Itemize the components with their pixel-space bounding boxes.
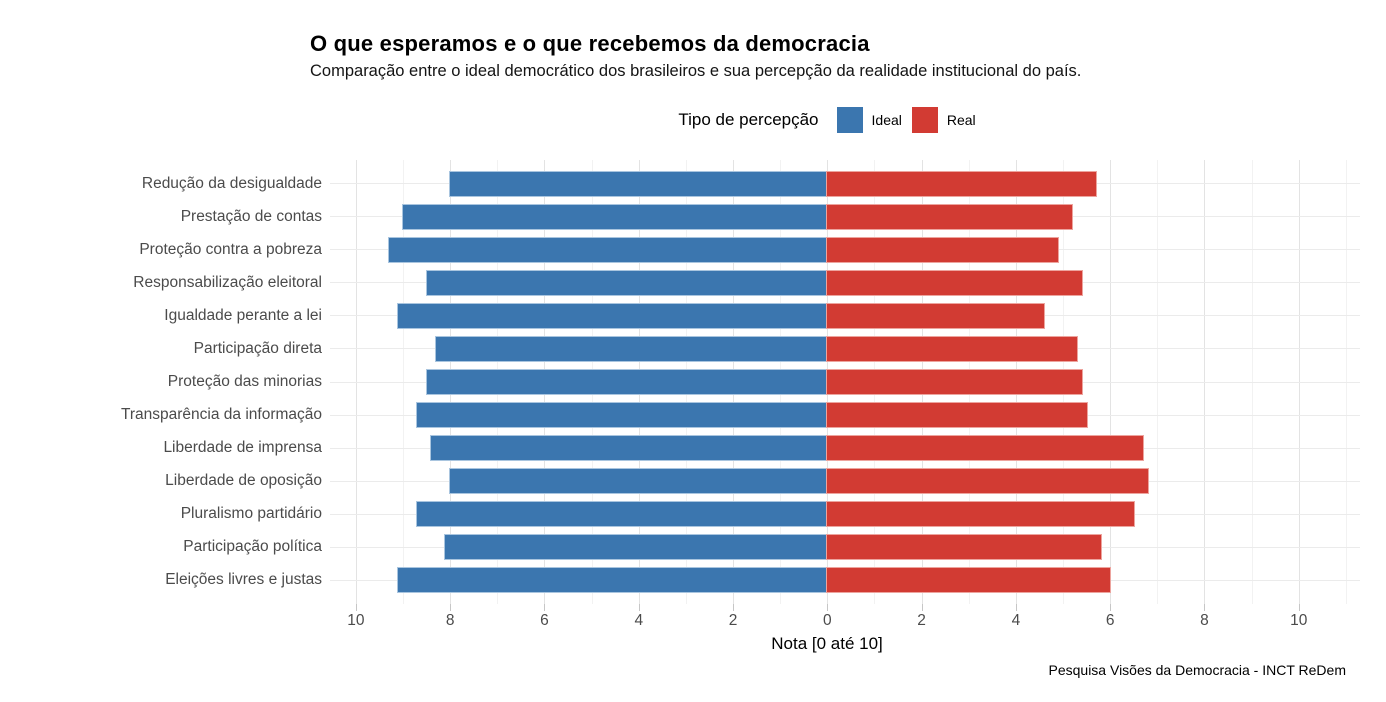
y-axis-label: Proteção das minorias <box>167 373 322 390</box>
plot-panel <box>330 160 1360 604</box>
bar-real <box>827 436 1144 461</box>
bar-ideal <box>450 469 828 494</box>
bar-ideal <box>388 237 828 262</box>
bar-real <box>827 336 1078 361</box>
x-tick-label: 0 <box>823 612 832 629</box>
x-tick-label: 2 <box>728 612 738 629</box>
x-tick <box>827 604 829 611</box>
bar-real <box>827 469 1148 494</box>
x-tick-label: 6 <box>1105 612 1115 629</box>
x-tick <box>638 604 640 611</box>
x-tick <box>733 604 735 611</box>
x-tick-label: 2 <box>917 612 926 629</box>
y-axis-label: Eleições livres e justas <box>165 571 322 589</box>
legend-item-real: Real <box>911 107 976 133</box>
x-tick-label: 6 <box>540 612 549 629</box>
y-axis-label: Prestação de contas <box>180 207 322 225</box>
bar-ideal <box>431 436 828 461</box>
bar-ideal <box>398 303 828 328</box>
bar-ideal <box>398 568 828 593</box>
bar-ideal <box>436 336 828 361</box>
x-tick <box>450 604 452 611</box>
y-axis-label: Proteção contra a pobreza <box>139 240 322 258</box>
bar-ideal <box>417 403 828 428</box>
x-tick <box>1015 604 1017 611</box>
bar-real <box>827 270 1082 295</box>
x-tick-label: 4 <box>1011 612 1021 629</box>
bar-ideal <box>417 502 828 527</box>
bar-real <box>827 568 1111 593</box>
bar-real <box>827 204 1073 229</box>
x-tick <box>544 604 546 611</box>
x-tick <box>1110 604 1112 611</box>
legend: Tipo de percepção Ideal Real <box>330 105 1324 135</box>
bar-ideal <box>403 204 828 229</box>
bar-real <box>827 171 1096 196</box>
x-tick <box>1298 604 1300 611</box>
x-tick-label: 10 <box>347 612 365 629</box>
y-axis-label: Redução da desigualdade <box>141 174 322 192</box>
chart-title: O que esperamos e o que recebemos da dem… <box>310 31 870 56</box>
legend-title: Tipo de percepção <box>678 110 819 129</box>
legend-swatch-real <box>911 107 938 133</box>
legend-label-real: Real <box>946 112 976 128</box>
y-axis-label: Pluralismo partidário <box>180 505 322 523</box>
legend-label-ideal: Ideal <box>871 112 902 128</box>
y-axis-label: Liberdade de oposição <box>165 472 322 490</box>
bar-real <box>827 237 1059 262</box>
y-axis-label: Responsabilização eleitoral <box>133 273 322 291</box>
x-tick-label: 4 <box>634 612 644 629</box>
bar-real <box>827 403 1087 428</box>
bar-real <box>827 502 1134 527</box>
chart-caption: Pesquisa Visões da Democracia - INCT ReD… <box>1048 662 1347 678</box>
x-tick-label: 8 <box>445 612 455 629</box>
y-axis-label: Liberdade de imprensa <box>163 439 322 457</box>
y-axis-label: Igualdade perante a lei <box>164 306 322 324</box>
y-axis-labels: Redução da desigualdade Prestação de cont… <box>0 160 322 604</box>
bar-real <box>827 303 1045 328</box>
legend-swatch-ideal <box>836 107 863 133</box>
bar-real <box>827 535 1101 560</box>
chart-subtitle: Comparação entre o ideal democrático dos… <box>310 62 1082 80</box>
y-axis-label: Participação direta <box>193 339 322 357</box>
bar-ideal <box>445 535 828 560</box>
y-axis-label: Transparência da informação <box>120 406 322 424</box>
x-axis-title: Nota [0 até 10] <box>771 634 883 653</box>
legend-item-ideal: Ideal <box>836 107 902 133</box>
bar-real <box>827 370 1082 394</box>
x-tick-label: 10 <box>1290 612 1308 629</box>
x-tick <box>1204 604 1206 611</box>
bar-ideal <box>426 270 828 295</box>
x-tick-label: 8 <box>1200 612 1209 629</box>
bar-ideal <box>426 370 828 394</box>
x-tick <box>921 604 923 611</box>
x-tick <box>355 604 357 611</box>
y-axis-label: Participação política <box>183 538 322 556</box>
bar-ideal <box>450 171 828 196</box>
